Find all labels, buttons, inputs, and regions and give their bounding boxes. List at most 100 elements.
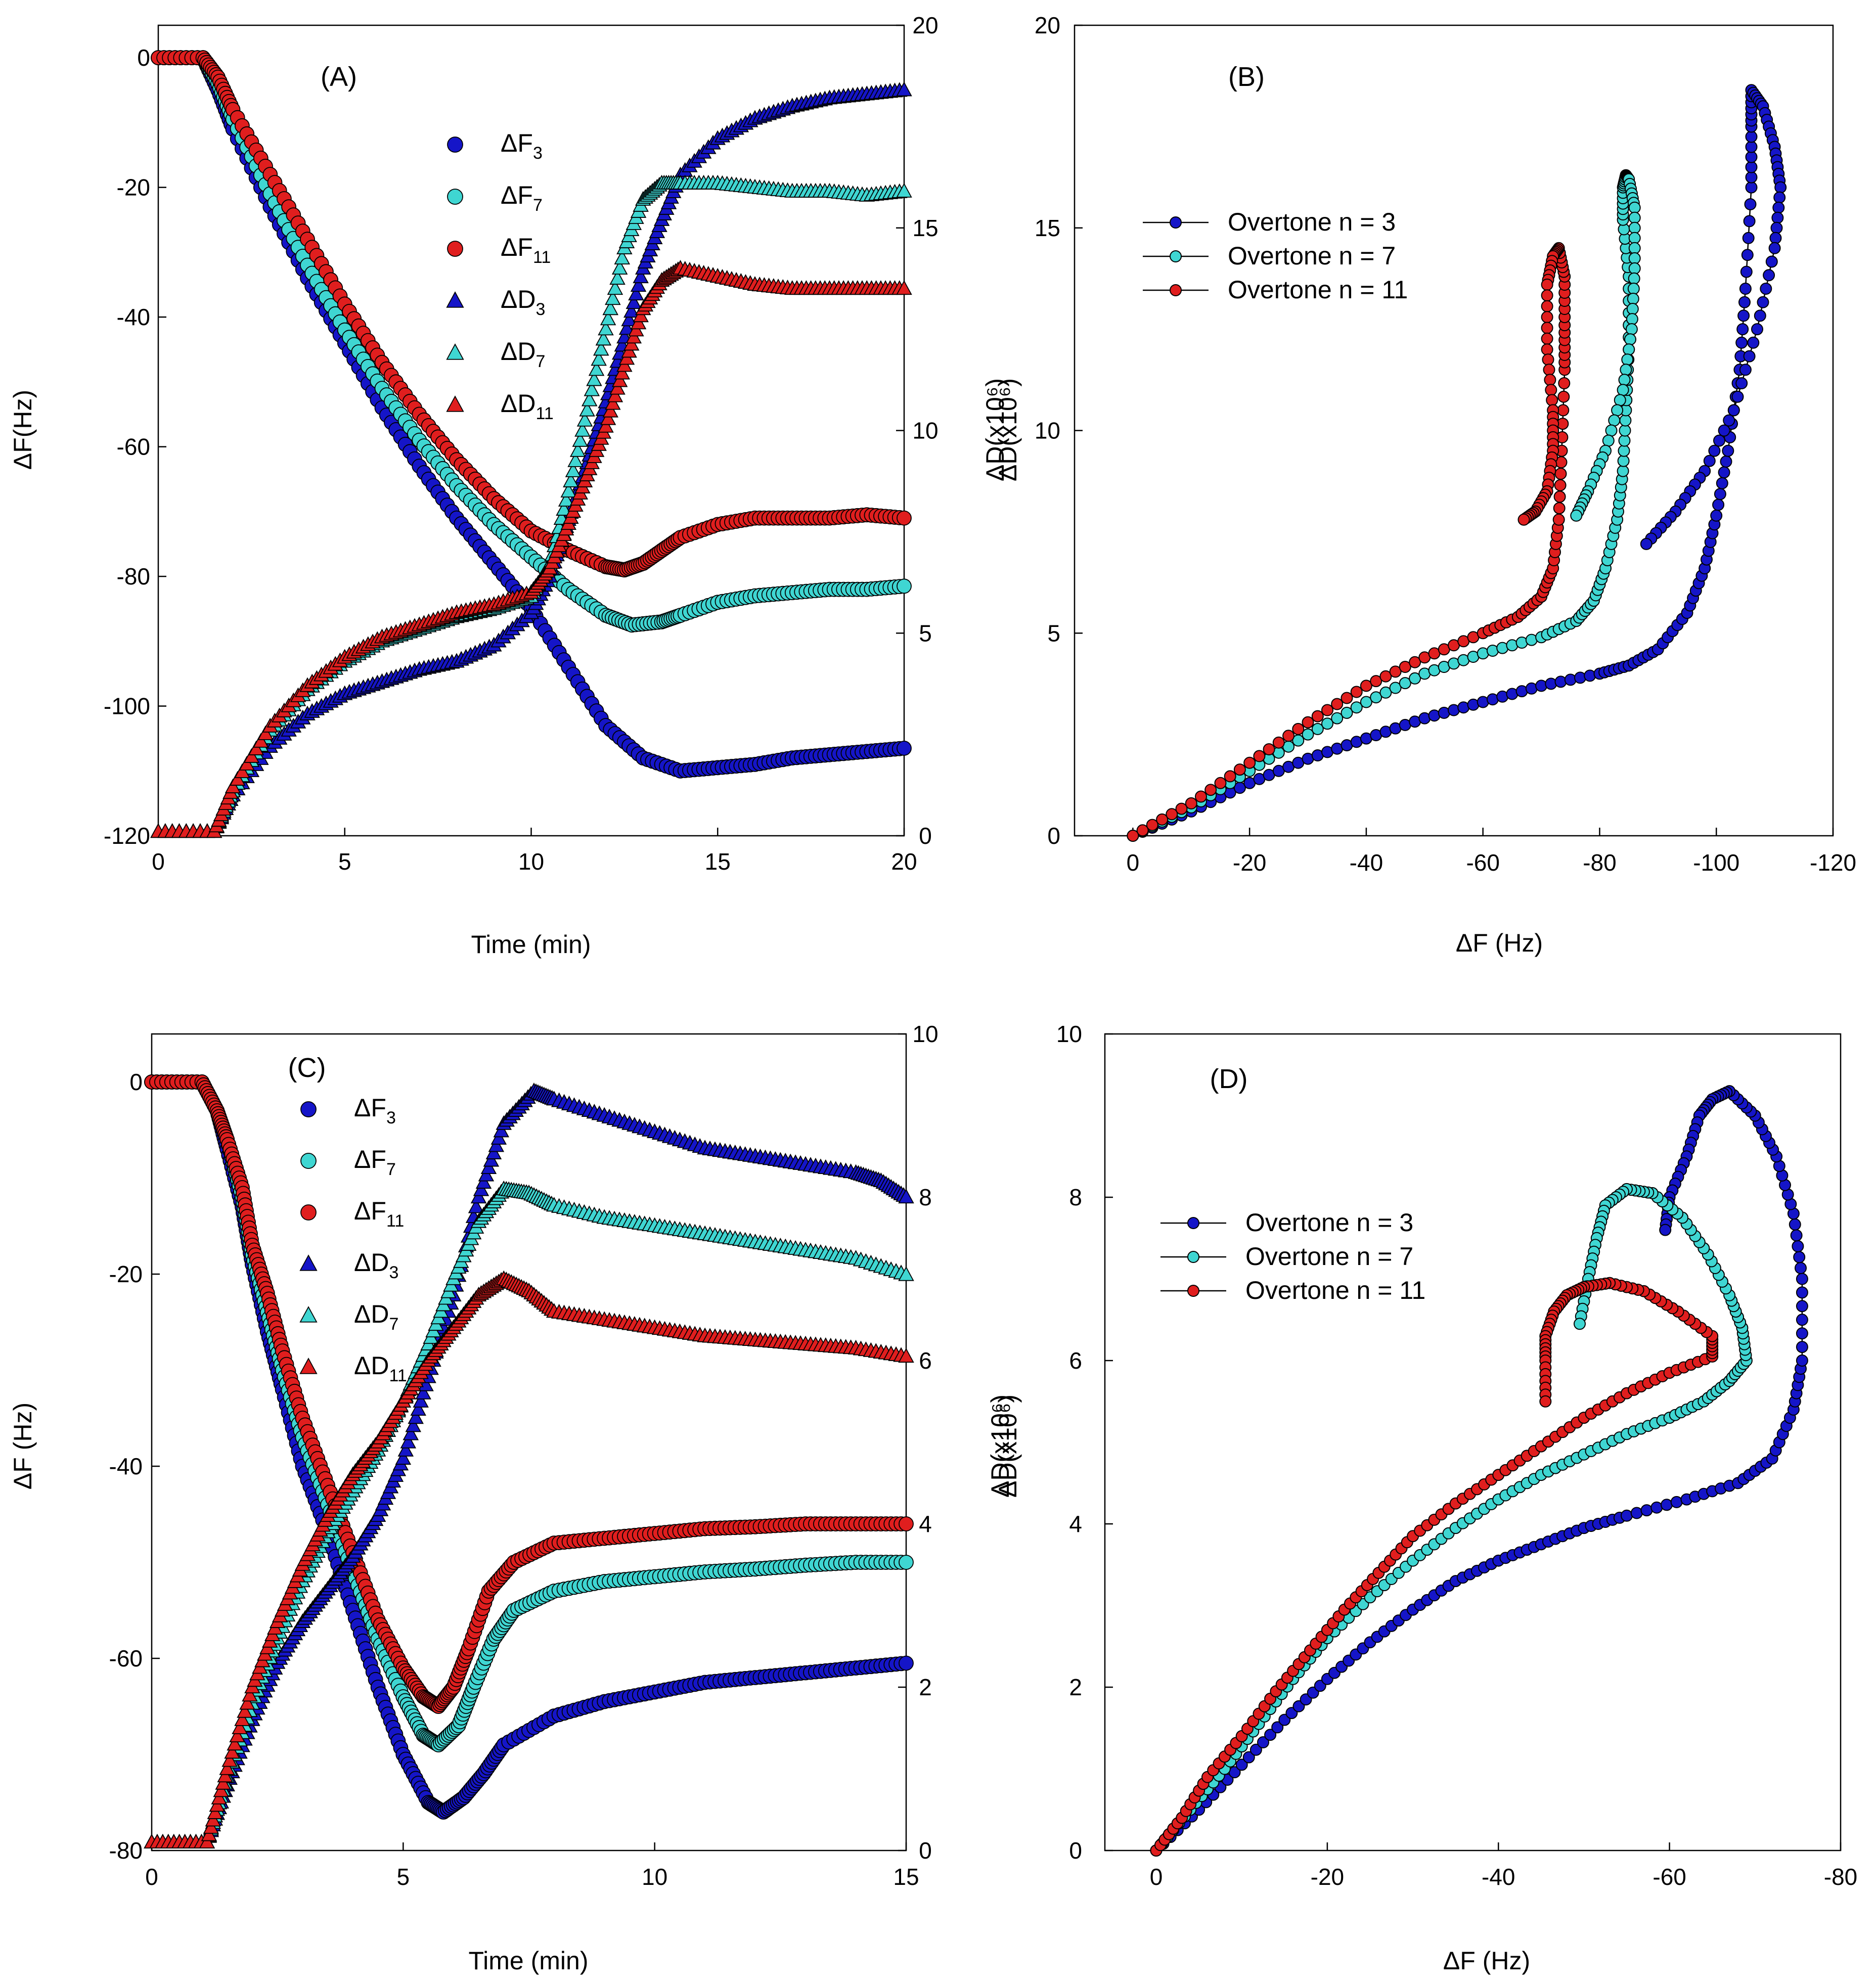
data-point <box>1399 661 1411 673</box>
data-point <box>1360 680 1372 692</box>
y-tick-label: 6 <box>1069 1347 1082 1374</box>
legend-label: ΔF3 <box>501 129 543 163</box>
data-point <box>1628 262 1641 275</box>
data-point-triangle <box>628 286 644 301</box>
data-point <box>1617 455 1630 467</box>
data-point-triangle <box>581 391 598 407</box>
data-point <box>1554 479 1567 491</box>
data-point <box>1517 513 1530 526</box>
y2-tick-label: 2 <box>919 1674 932 1700</box>
data-point-triangle <box>584 381 600 396</box>
legend-label: Overtone n = 7 <box>1228 242 1396 270</box>
data-point <box>1751 323 1763 336</box>
data-point <box>1722 444 1734 457</box>
data-point <box>1302 716 1314 729</box>
data-point-circle <box>897 741 912 756</box>
data-point <box>1292 723 1305 735</box>
x-tick-label: -60 <box>1652 1864 1686 1890</box>
data-point-triangle <box>605 290 621 305</box>
data-point-circle <box>897 510 912 526</box>
data-point-triangle <box>600 310 616 326</box>
y2-tick-label: 0 <box>919 1837 932 1864</box>
data-point <box>1618 444 1630 457</box>
panel-d-xlabel: ΔF (Hz) <box>1443 1947 1530 1975</box>
data-point <box>1243 756 1256 769</box>
y-tick-label: -40 <box>109 1453 143 1479</box>
data-point <box>1282 730 1295 742</box>
data-point <box>1136 824 1149 837</box>
data-point <box>1745 141 1758 153</box>
data-point <box>1790 1229 1803 1242</box>
data-point <box>1619 414 1632 427</box>
y-tick-label: 15 <box>1035 215 1060 241</box>
data-point <box>1233 763 1246 776</box>
data-point <box>1796 1273 1808 1285</box>
data-point <box>1771 211 1784 224</box>
series-Overtonen7 <box>1127 169 1641 842</box>
data-point <box>1739 364 1752 376</box>
data-point <box>1627 283 1640 295</box>
data-point <box>1570 509 1583 522</box>
data-point <box>1545 678 1557 690</box>
data-point <box>1718 466 1730 479</box>
data-point <box>1628 232 1641 244</box>
legend-label: Overtone n = 11 <box>1228 276 1408 304</box>
data-point-triangle <box>896 280 912 295</box>
data-point <box>1602 434 1615 447</box>
data-point <box>1541 289 1553 302</box>
x-tick-label: 5 <box>338 848 351 875</box>
x-tick-label: 0 <box>152 848 165 875</box>
y-tick-label: -20 <box>109 1261 143 1287</box>
data-point <box>1214 777 1227 789</box>
data-point <box>1739 283 1752 295</box>
panel-a-xlabel: Time (min) <box>471 930 591 959</box>
x-tick-label: 15 <box>705 848 731 875</box>
data-point <box>1399 677 1411 690</box>
data-point <box>1703 455 1716 467</box>
data-point-circle <box>899 1516 914 1531</box>
data-point <box>1195 790 1207 803</box>
data-point-triangle <box>234 763 250 778</box>
data-point <box>1712 499 1725 511</box>
y2-tick-label: 6 <box>919 1347 932 1374</box>
data-point <box>1541 332 1553 345</box>
data-point-triangle <box>598 321 614 336</box>
legend-label: ΔD3 <box>501 285 545 319</box>
data-point <box>1745 151 1758 163</box>
data-point <box>1628 252 1641 264</box>
data-point <box>1541 279 1553 291</box>
data-point-triangle <box>591 351 607 366</box>
data-point-circle <box>899 1555 914 1570</box>
data-point <box>1630 1507 1643 1519</box>
data-point <box>1558 377 1571 389</box>
data-point <box>1370 691 1382 704</box>
data-point <box>1127 830 1139 842</box>
data-point <box>1263 743 1275 755</box>
legend-label: ΔD7 <box>501 337 545 371</box>
data-point <box>1796 1327 1808 1340</box>
series-Overtonen3 <box>1127 84 1787 842</box>
data-point-triangle <box>605 395 621 410</box>
data-point-circle <box>897 578 912 594</box>
data-point <box>1331 698 1344 710</box>
y-tick-label: 0 <box>1047 823 1060 849</box>
y2-tick-label: 4 <box>919 1511 932 1537</box>
data-point <box>1659 1224 1672 1236</box>
data-point <box>1745 161 1758 173</box>
panel-d-title: (D) <box>1210 1064 1248 1094</box>
data-point <box>1770 221 1783 234</box>
data-point <box>1542 353 1554 366</box>
data-point <box>1618 434 1631 447</box>
legend-marker <box>1170 216 1182 229</box>
data-point-triangle <box>621 343 637 358</box>
panel-d-ylabel: ΔD(x10⁶) <box>986 1394 1014 1498</box>
legend-marker-triangle <box>446 291 464 308</box>
x-tick-label: -20 <box>1233 849 1266 876</box>
data-point <box>1768 242 1781 254</box>
data-point <box>1557 404 1570 417</box>
panel-c-ylabel: ΔF (Hz) <box>9 1403 37 1490</box>
data-point <box>1624 333 1636 346</box>
y-tick-label: 10 <box>1056 1021 1082 1047</box>
y-tick-label: 0 <box>137 44 150 71</box>
data-point <box>1350 701 1363 714</box>
